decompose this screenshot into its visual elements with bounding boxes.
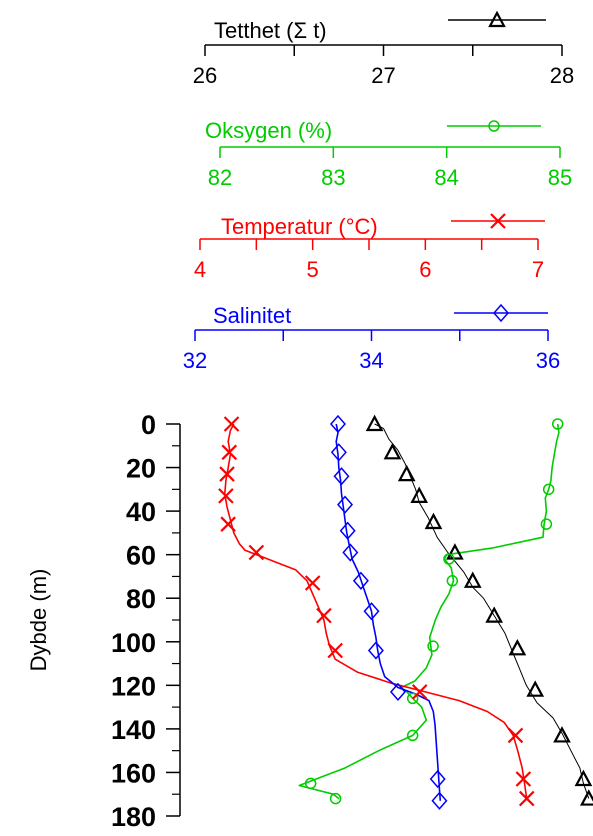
salinity-legend-marker: [493, 303, 509, 323]
depth-tick-label: 180: [111, 802, 156, 832]
temperature-point: [218, 488, 234, 504]
salinity-point: [431, 791, 448, 810]
density-point: [397, 464, 416, 482]
oxygen-tick-label: 82: [208, 165, 232, 190]
temperature-point: [248, 544, 265, 561]
oxygen-tick-label: 84: [434, 165, 458, 190]
density-point: [553, 726, 571, 743]
salinity-point: [342, 543, 359, 562]
density-point: [365, 414, 384, 432]
temperature-point: [411, 684, 428, 700]
depth-tick-label: 100: [111, 628, 156, 658]
salinity-point: [352, 571, 369, 590]
density-point: [410, 486, 429, 503]
depth-tick-label: 20: [126, 454, 156, 484]
temperature-point: [327, 642, 343, 659]
depth-tick-label: 60: [126, 541, 156, 571]
salinity-point: [367, 641, 384, 660]
density-point: [508, 638, 527, 656]
density-point: [574, 769, 593, 787]
temperature-axis-label: Temperatur (°C): [221, 214, 378, 239]
density-point: [485, 606, 504, 623]
temperature-tick-label: 4: [194, 257, 206, 282]
density-tick-label: 27: [371, 63, 395, 88]
density-legend-key: [448, 10, 546, 28]
salinity-point: [337, 495, 354, 514]
oxygen-legend-marker: [488, 120, 500, 132]
temperature-legend-marker: [490, 213, 506, 229]
temperature-point: [223, 416, 240, 432]
salinity-series-line: [335, 423, 442, 801]
temperature-point: [507, 727, 524, 744]
temperature-point: [316, 607, 332, 624]
depth-tick-label: 120: [111, 671, 156, 701]
depth-tick-label: 140: [111, 715, 156, 745]
depth-tick-label: 0: [141, 410, 156, 440]
salinity-point: [429, 769, 446, 789]
salinity-legend-key: [454, 303, 548, 323]
density-point: [463, 571, 482, 588]
salinity-axis: 32 34 36 Salinitet: [183, 303, 560, 373]
temperature-series-line: [224, 423, 528, 799]
density-point: [579, 789, 593, 806]
oxygen-tick-label: 83: [321, 165, 345, 190]
oxygen-point: [406, 729, 419, 742]
marker-layer: [218, 414, 593, 810]
salinity-point: [339, 521, 356, 540]
temperature-point: [221, 444, 238, 461]
oxygen-point: [540, 518, 553, 530]
temperature-axis: 4 5 6 7 Temperatur (°C): [194, 213, 545, 282]
oxygen-axis: 82 83 84 85 Oksygen (%): [205, 118, 572, 190]
oxygen-point: [443, 553, 455, 565]
temperature-point: [219, 466, 235, 482]
oxygen-tick-label: 85: [548, 165, 572, 190]
oxygen-point: [427, 640, 439, 652]
depth-tick-label: 40: [126, 497, 156, 527]
salinity-point: [363, 602, 380, 621]
oxygen-point: [406, 692, 419, 705]
depth-tick-label: 160: [111, 758, 156, 788]
oxygen-legend-key: [447, 120, 541, 132]
salinity-tick-label: 32: [183, 348, 207, 373]
salinity-point: [329, 414, 346, 434]
density-tick-label: 26: [193, 63, 217, 88]
top-axes: 26 27 28 Tetthet (Σ t) 82 83 84 85 Oksygen (%) 4 5…: [183, 10, 574, 373]
temperature-point: [304, 575, 321, 591]
density-legend-marker: [488, 10, 506, 28]
temperature-point: [220, 516, 236, 532]
oxygen-point: [329, 792, 342, 805]
oxygen-axis-label: Oksygen (%): [205, 118, 332, 143]
density-point: [526, 680, 545, 697]
temperature-tick-label: 5: [307, 257, 319, 282]
salinity-tick-label: 34: [359, 348, 383, 373]
temperature-tick-label: 7: [532, 257, 544, 282]
density-point: [383, 442, 402, 460]
density-point: [424, 512, 443, 530]
oxygen-point: [551, 418, 564, 430]
density-axis: 26 27 28 Tetthet (Σ t): [193, 10, 574, 88]
temperature-point: [515, 771, 532, 787]
temperature-point: [518, 790, 535, 807]
salinity-point: [330, 443, 347, 462]
temperature-legend-key: [451, 213, 545, 229]
salinity-axis-label: Salinitet: [213, 303, 291, 328]
depth-axis: 0 20 40 60 80 100 120 140 160 180 Dybde (m): [26, 410, 181, 832]
salinity-point: [333, 467, 350, 486]
density-axis-label: Tetthet (Σ t): [214, 18, 327, 43]
salinity-point: [389, 682, 406, 702]
density-point: [446, 543, 464, 560]
density-tick-label: 28: [550, 63, 574, 88]
depth-axis-label: Dybde (m): [26, 569, 51, 672]
oxygen-series-line: [298, 423, 560, 800]
oxygen-point: [304, 777, 317, 790]
salinity-tick-label: 36: [536, 348, 560, 373]
temperature-tick-label: 6: [419, 257, 431, 282]
oxygen-point: [542, 483, 555, 496]
depth-tick-label: 80: [126, 584, 156, 614]
oxygen-point: [446, 575, 459, 587]
